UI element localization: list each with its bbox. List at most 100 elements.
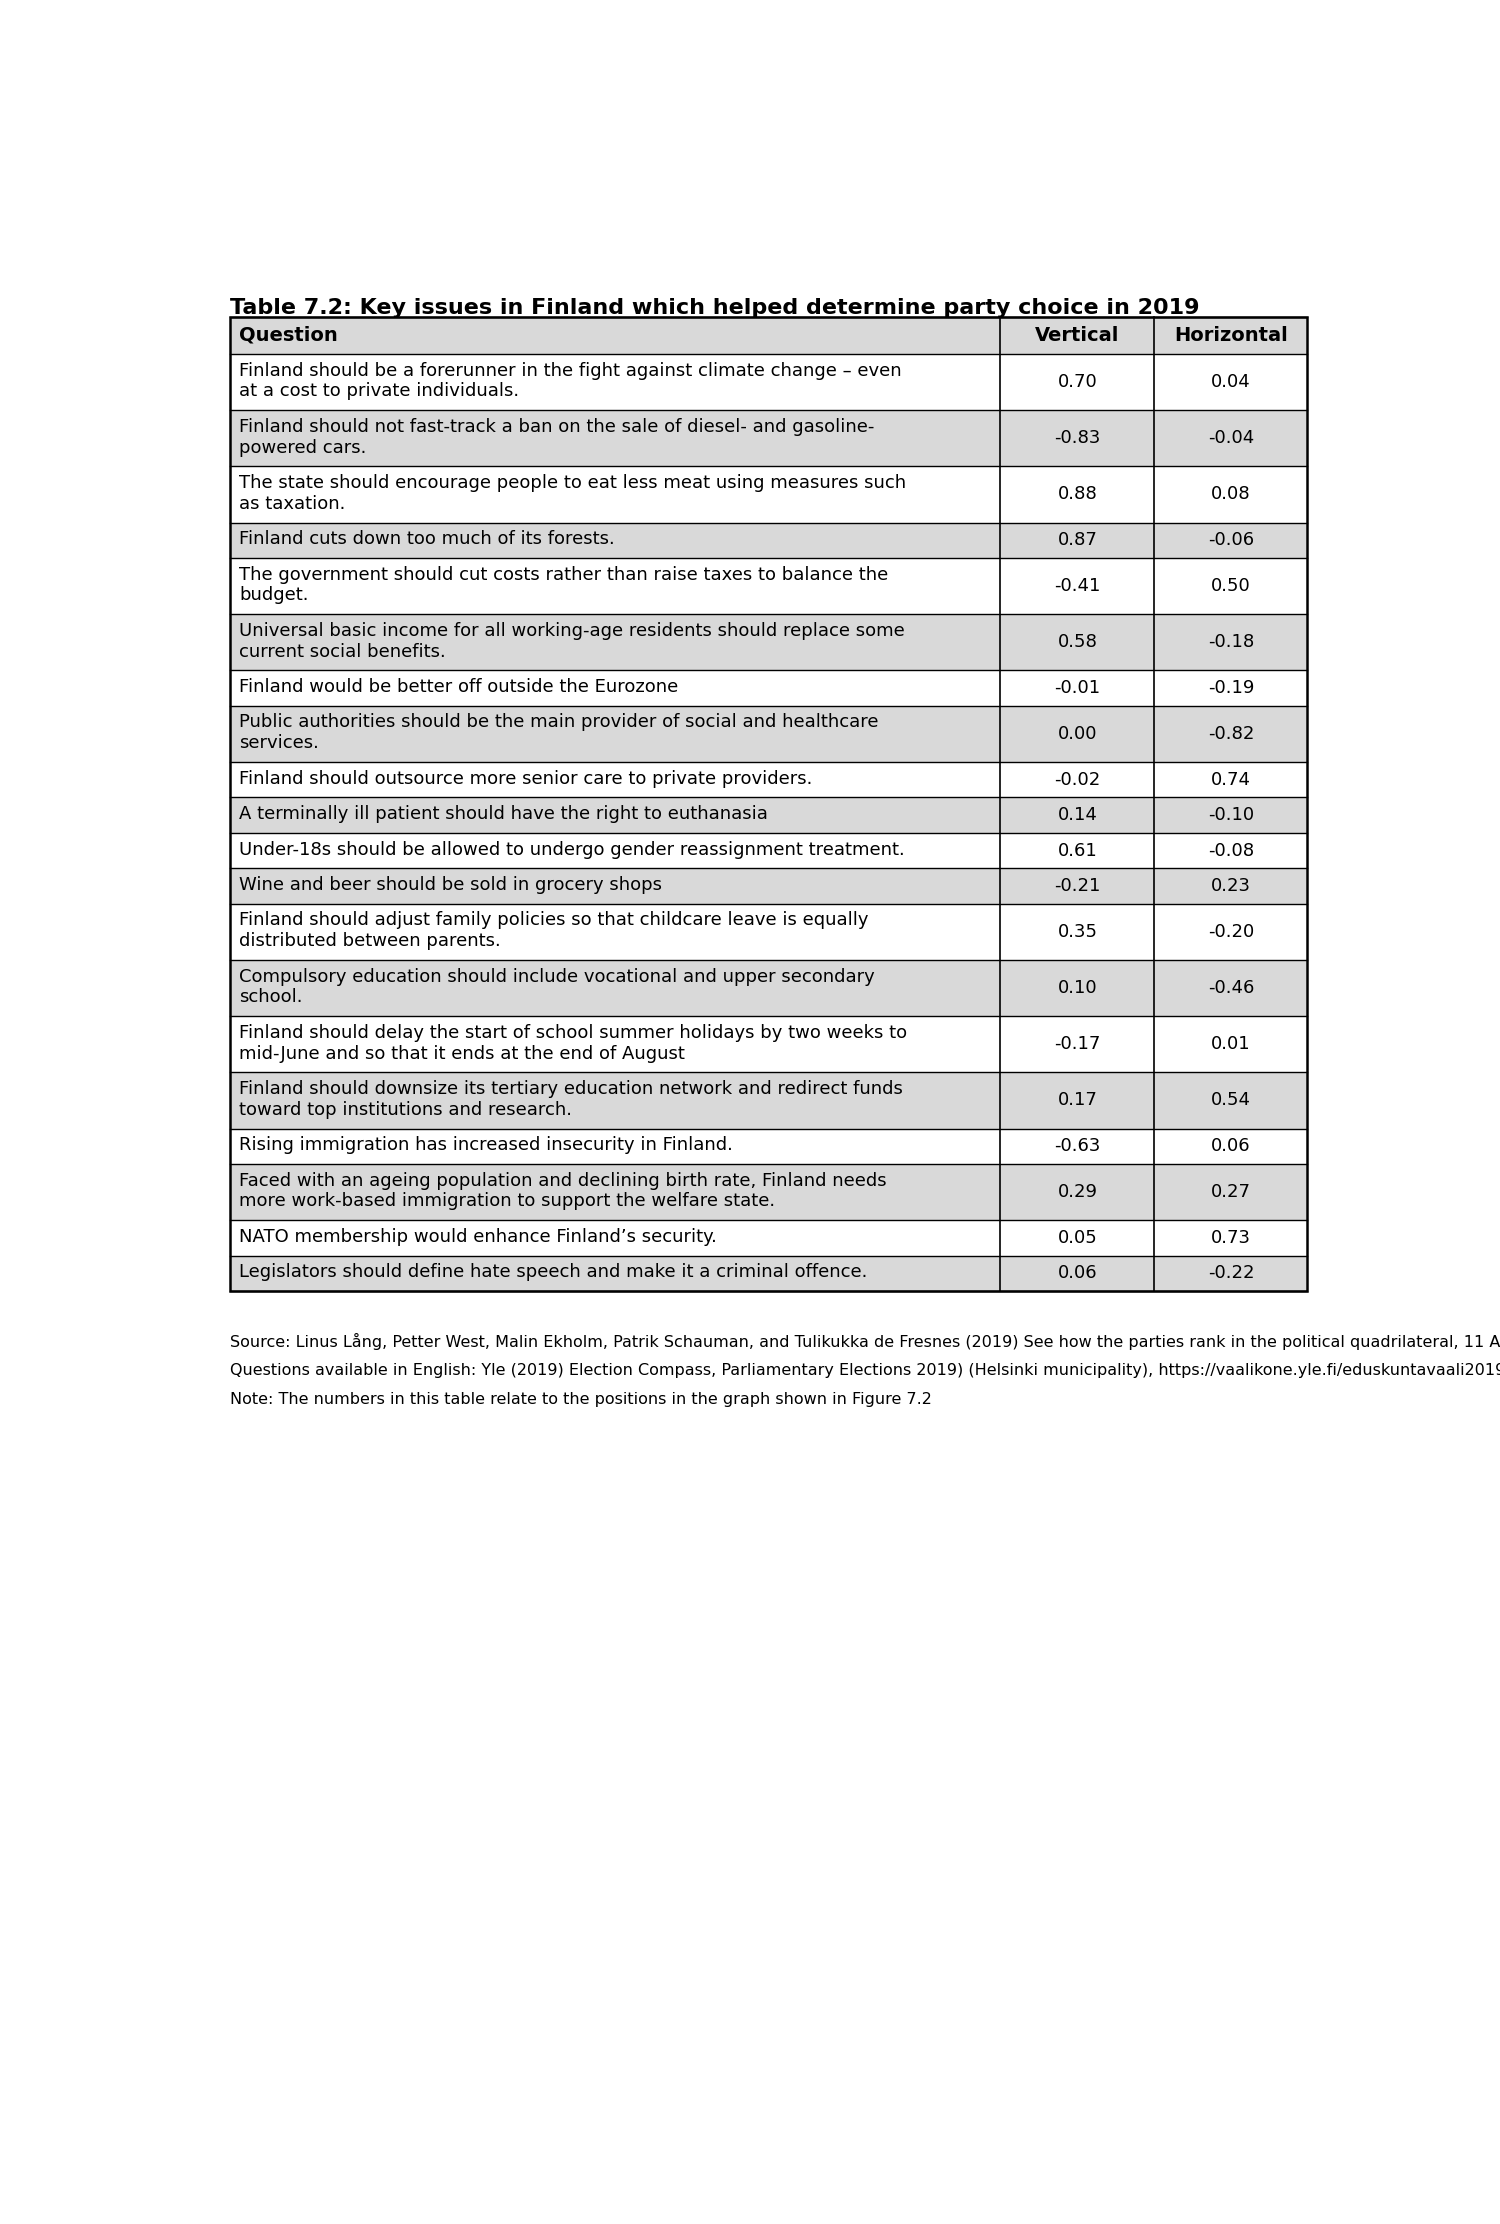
Text: Question: Question [240, 327, 338, 345]
Bar [1000, 669, 1155, 705]
Text: 0.27: 0.27 [1210, 1183, 1251, 1201]
Bar [1000, 318, 1155, 354]
Bar [230, 832, 1000, 867]
Text: Vertical: Vertical [1035, 327, 1119, 345]
Text: Rising immigration has increased insecurity in Finland.: Rising immigration has increased insecur… [240, 1136, 734, 1154]
Text: 0.08: 0.08 [1210, 485, 1251, 503]
Text: Finland should outsource more senior care to private providers.: Finland should outsource more senior car… [240, 770, 813, 787]
Text: 0.61: 0.61 [1058, 841, 1098, 858]
Bar [1000, 1072, 1155, 1128]
Bar [1000, 1016, 1155, 1072]
Text: 0.23: 0.23 [1210, 876, 1251, 894]
Text: -0.04: -0.04 [1208, 429, 1254, 447]
Text: Finland cuts down too much of its forests.: Finland cuts down too much of its forest… [240, 529, 615, 549]
Bar [1155, 1128, 1308, 1163]
Text: 0.87: 0.87 [1058, 532, 1098, 549]
Text: Horizontal: Horizontal [1174, 327, 1288, 345]
Text: Source: Linus Lång, Petter West, Malin Ekholm, Patrik Schauman, and Tulikukka de: Source: Linus Lång, Petter West, Malin E… [230, 1334, 1500, 1350]
Bar [1000, 903, 1155, 961]
Bar [230, 798, 1000, 832]
Bar [1000, 1128, 1155, 1163]
Text: 0.54: 0.54 [1210, 1092, 1251, 1110]
Bar [230, 1072, 1000, 1128]
Text: -0.01: -0.01 [1054, 678, 1101, 696]
Text: The state should encourage people to eat less meat using measures such
as taxati: The state should encourage people to eat… [240, 474, 906, 514]
Text: Note: The numbers in this table relate to the positions in the graph shown in Fi: Note: The numbers in this table relate t… [230, 1392, 932, 1408]
Bar [1155, 961, 1308, 1016]
Text: -0.10: -0.10 [1208, 805, 1254, 825]
Bar [1000, 705, 1155, 763]
Text: -0.63: -0.63 [1054, 1136, 1101, 1154]
Bar [1155, 354, 1308, 409]
Bar [230, 467, 1000, 523]
Bar [230, 614, 1000, 669]
Bar [1155, 903, 1308, 961]
Bar [1155, 1016, 1308, 1072]
Bar [1000, 354, 1155, 409]
Text: Public authorities should be the main provider of social and healthcare
services: Public authorities should be the main pr… [240, 714, 879, 752]
Bar [1000, 798, 1155, 832]
Bar [1155, 467, 1308, 523]
Text: Finland should not fast-track a ban on the sale of diesel- and gasoline-
powered: Finland should not fast-track a ban on t… [240, 418, 874, 456]
Text: -0.46: -0.46 [1208, 979, 1254, 996]
Bar [1000, 523, 1155, 558]
Bar [1000, 1163, 1155, 1221]
Text: 0.01: 0.01 [1210, 1034, 1251, 1054]
Bar [230, 961, 1000, 1016]
Text: Faced with an ageing population and declining birth rate, Finland needs
more wor: Faced with an ageing population and decl… [240, 1172, 886, 1210]
Bar [1000, 867, 1155, 903]
Bar [230, 318, 1308, 1290]
Bar [1155, 523, 1308, 558]
Text: 0.74: 0.74 [1210, 772, 1251, 790]
Text: Finland should delay the start of school summer holidays by two weeks to
mid-Jun: Finland should delay the start of school… [240, 1023, 907, 1063]
Bar [230, 763, 1000, 798]
Text: -0.22: -0.22 [1208, 1263, 1254, 1283]
Bar [230, 318, 1000, 354]
Text: -0.82: -0.82 [1208, 725, 1254, 743]
Bar [1000, 409, 1155, 467]
Bar [1000, 614, 1155, 669]
Bar [1000, 1221, 1155, 1257]
Bar [1000, 1257, 1155, 1290]
Text: 0.29: 0.29 [1058, 1183, 1098, 1201]
Text: -0.20: -0.20 [1208, 923, 1254, 941]
Text: Universal basic income for all working-age residents should replace some
current: Universal basic income for all working-a… [240, 623, 904, 661]
Text: -0.18: -0.18 [1208, 634, 1254, 652]
Text: -0.17: -0.17 [1054, 1034, 1101, 1054]
Bar [1000, 832, 1155, 867]
Text: -0.41: -0.41 [1054, 576, 1101, 596]
Text: 0.50: 0.50 [1210, 576, 1251, 596]
Text: 0.70: 0.70 [1058, 374, 1098, 391]
Bar [1155, 614, 1308, 669]
Bar [230, 409, 1000, 467]
Text: A terminally ill patient should have the right to euthanasia: A terminally ill patient should have the… [240, 805, 768, 823]
Text: Finland should be a forerunner in the fight against climate change – even
at a c: Finland should be a forerunner in the fi… [240, 363, 901, 400]
Text: NATO membership would enhance Finland’s security.: NATO membership would enhance Finland’s … [240, 1228, 717, 1245]
Text: Questions available in English: Yle (2019) Election Compass, Parliamentary Elect: Questions available in English: Yle (201… [230, 1363, 1500, 1377]
Bar [1155, 763, 1308, 798]
Bar [1155, 669, 1308, 705]
Bar [230, 1221, 1000, 1257]
Bar [230, 523, 1000, 558]
Text: 0.06: 0.06 [1210, 1136, 1251, 1154]
Bar [230, 1016, 1000, 1072]
Bar [230, 354, 1000, 409]
Bar [1000, 467, 1155, 523]
Text: Under-18s should be allowed to undergo gender reassignment treatment.: Under-18s should be allowed to undergo g… [240, 841, 904, 858]
Bar [1155, 705, 1308, 763]
Text: Wine and beer should be sold in grocery shops: Wine and beer should be sold in grocery … [240, 876, 663, 894]
Text: 0.58: 0.58 [1058, 634, 1098, 652]
Text: -0.19: -0.19 [1208, 678, 1254, 696]
Bar [1155, 798, 1308, 832]
Text: 0.35: 0.35 [1058, 923, 1098, 941]
Text: Finland would be better off outside the Eurozone: Finland would be better off outside the … [240, 678, 678, 696]
Bar [1155, 409, 1308, 467]
Bar [1155, 1163, 1308, 1221]
Text: -0.06: -0.06 [1208, 532, 1254, 549]
Text: 0.06: 0.06 [1058, 1263, 1096, 1283]
Bar [1155, 318, 1308, 354]
Bar [230, 705, 1000, 763]
Text: -0.08: -0.08 [1208, 841, 1254, 858]
Text: 0.88: 0.88 [1058, 485, 1098, 503]
Text: Finland should adjust family policies so that childcare leave is equally
distrib: Finland should adjust family policies so… [240, 912, 868, 950]
